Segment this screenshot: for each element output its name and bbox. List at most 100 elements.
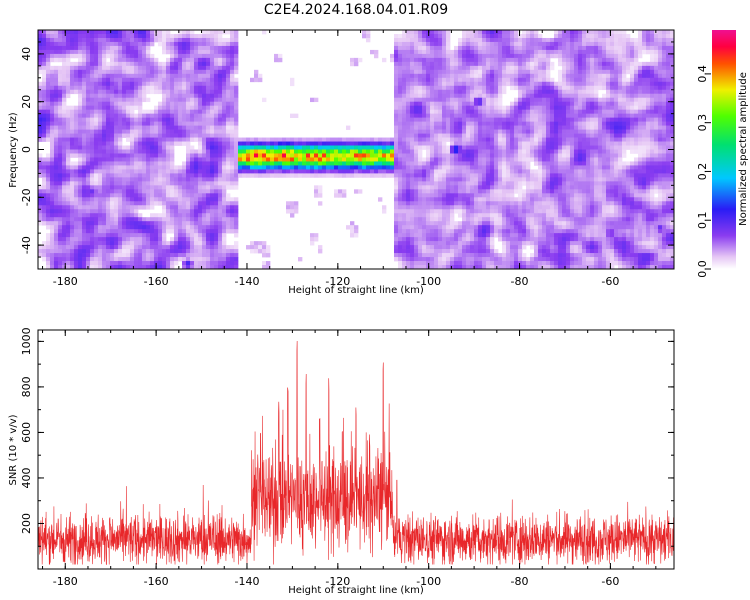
heatmap-cell: [566, 169, 571, 174]
heatmap-cell: [118, 149, 123, 154]
heatmap-cell: [198, 53, 203, 59]
heatmap-cell: [82, 97, 87, 103]
heatmap-cell: [382, 165, 387, 170]
heatmap-cell: [422, 145, 427, 150]
heatmap-cell: [594, 121, 599, 126]
heatmap-cell: [602, 129, 607, 134]
heatmap-cell: [430, 45, 435, 51]
heatmap-cell: [178, 185, 183, 190]
heatmap-cell: [594, 85, 599, 91]
heatmap-cell: [222, 141, 227, 146]
heatmap-cell: [550, 181, 555, 186]
heatmap-cell: [470, 85, 475, 91]
heatmap-cell: [82, 69, 87, 75]
heatmap-cell: [426, 121, 431, 126]
heatmap-cell: [578, 129, 583, 134]
heatmap-cell: [166, 149, 171, 154]
heatmap-cell: [442, 173, 447, 178]
heatmap-cell: [390, 149, 395, 154]
heatmap-cell: [578, 117, 583, 122]
heatmap-cell: [90, 177, 95, 182]
heatmap-cell: [478, 145, 483, 150]
heatmap-cell: [522, 73, 527, 79]
heatmap-cell: [622, 117, 627, 122]
heatmap-cell: [402, 129, 407, 134]
heatmap-cell: [574, 173, 579, 178]
heatmap-cell: [278, 165, 283, 170]
heatmap-cell: [86, 49, 91, 55]
heatmap-cell: [566, 109, 571, 114]
heatmap-cell: [490, 129, 495, 134]
heatmap-cell: [142, 73, 147, 79]
heatmap-cell: [106, 169, 111, 174]
heatmap-cell: [510, 77, 515, 83]
heatmap-cell: [562, 153, 567, 158]
heatmap-cell: [234, 93, 239, 99]
heatmap-cell: [210, 121, 215, 126]
heatmap-cell: [142, 53, 147, 59]
heatmap-cell: [210, 49, 215, 55]
heatmap-cell: [138, 145, 143, 150]
heatmap-cell: [122, 41, 127, 47]
heatmap-cell: [438, 125, 443, 130]
heatmap-cell: [170, 177, 175, 182]
heatmap-cell: [606, 37, 611, 43]
heatmap-cell: [118, 73, 123, 79]
heatmap-cell: [210, 173, 215, 178]
heatmap-cell: [174, 185, 179, 190]
heatmap-cell: [54, 177, 59, 182]
heatmap-cell: [66, 129, 71, 134]
heatmap-cell: [522, 149, 527, 154]
heatmap-cell: [290, 145, 295, 150]
heatmap-cell: [442, 169, 447, 174]
heatmap-cell: [118, 85, 123, 91]
heatmap-cell: [374, 173, 379, 178]
heatmap-cell: [430, 117, 435, 122]
heatmap-cell: [442, 69, 447, 75]
heatmap-cell: [642, 85, 647, 91]
heatmap-cell: [514, 129, 519, 134]
heatmap-cell: [118, 117, 123, 122]
heatmap-cell: [474, 85, 479, 91]
heatmap-cell: [630, 69, 635, 75]
heatmap-cell: [82, 185, 87, 190]
heatmap-cell: [530, 177, 535, 182]
heatmap-cell: [510, 181, 515, 186]
heatmap-cell: [70, 53, 75, 59]
heatmap-cell: [410, 89, 415, 95]
heatmap-cell: [122, 109, 127, 114]
heatmap-cell: [622, 109, 627, 114]
heatmap-cell: [422, 125, 427, 130]
heatmap-cell: [206, 129, 211, 134]
heatmap-cell: [222, 113, 227, 118]
heatmap-cell: [102, 89, 107, 95]
heatmap-cell: [426, 101, 431, 107]
heatmap-cell: [346, 165, 351, 170]
heatmap-cell: [290, 153, 295, 158]
heatmap-cell: [606, 53, 611, 59]
heatmap-cell: [406, 181, 411, 186]
heatmap-cell: [502, 141, 507, 146]
heatmap-cell: [214, 61, 219, 67]
heatmap-cell: [482, 177, 487, 182]
heatmap-cell: [534, 129, 539, 134]
heatmap-cell: [538, 73, 543, 79]
heatmap-cell: [554, 109, 559, 114]
heatmap-cell: [602, 77, 607, 83]
heatmap-cell: [82, 81, 87, 87]
heatmap-cell: [442, 117, 447, 122]
heatmap-cell: [38, 109, 43, 114]
heatmap-cell: [562, 97, 567, 103]
heatmap-cell: [186, 109, 191, 114]
heatmap-cell: [666, 45, 671, 51]
heatmap-cell: [434, 49, 439, 55]
heatmap-cell: [526, 165, 531, 170]
heatmap-cell: [578, 141, 583, 146]
heatmap-cell: [394, 53, 399, 59]
heatmap-cell: [162, 45, 167, 51]
heatmap-cell: [50, 149, 55, 154]
heatmap-cell: [286, 173, 291, 178]
heatmap-cell: [550, 105, 555, 111]
heatmap-cell: [38, 89, 43, 95]
heatmap-cell: [470, 137, 475, 142]
